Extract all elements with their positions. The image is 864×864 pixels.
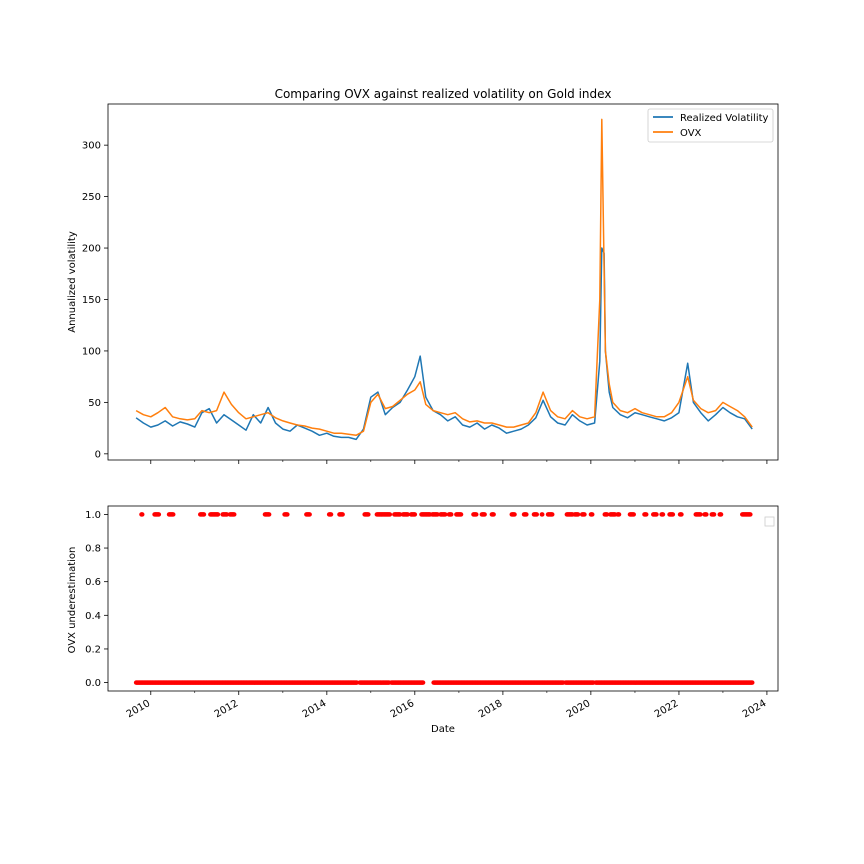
scatter-point: [550, 512, 555, 517]
scatter-point: [604, 512, 610, 517]
scatter-point: [171, 512, 176, 517]
scatter-point: [140, 512, 145, 517]
scatter-point: [458, 512, 464, 517]
chart-title: Comparing OVX against realized volatilit…: [275, 87, 612, 101]
y-tick-label: 250: [82, 192, 101, 203]
scatter-point: [420, 680, 426, 685]
scatter-point: [718, 512, 724, 517]
top-x-axis-ticks: [150, 460, 768, 464]
bottom-y-axis: 0.0 0.2 0.4 0.6 0.8 1.0: [85, 510, 108, 689]
scatter-point: [654, 512, 659, 517]
scatter-point: [328, 512, 334, 517]
y-tick-label: 0.8: [85, 544, 101, 555]
scatter-point: [232, 512, 237, 517]
scatter-point: [575, 512, 581, 517]
legend-label-realized-volatility: Realized Volatility: [680, 113, 769, 124]
scatter-point: [267, 512, 272, 517]
y-tick-label: 0.2: [85, 644, 101, 655]
scatter-point: [670, 512, 676, 517]
empty-legend-box: [764, 516, 775, 527]
scatter-point: [631, 512, 636, 517]
y-tick-label: 200: [82, 244, 101, 255]
legend-box: [647, 108, 774, 143]
scatter-point: [616, 512, 622, 517]
scatter-point: [443, 512, 448, 517]
legend-label-ovx: OVX: [680, 128, 702, 139]
scatter-point: [387, 512, 393, 517]
scatter-point: [582, 512, 587, 517]
scatter-point: [449, 512, 454, 517]
y-tick-label: 300: [82, 141, 101, 152]
top-y-axis: 0 50 100 150 200 250 300: [82, 141, 108, 460]
bottom-y-axis-label: OVX underestimation: [67, 547, 78, 654]
y-tick-label: 0.0: [85, 678, 101, 689]
top-series-lines: [135, 118, 753, 441]
scatter-point: [534, 512, 539, 517]
scatter-point: [644, 512, 649, 517]
scatter-point: [748, 512, 753, 517]
y-tick-label: 50: [88, 398, 101, 409]
scatter-point: [660, 512, 666, 517]
scatter-point: [412, 512, 418, 517]
scatter-point: [156, 512, 162, 517]
y-tick-label: 100: [82, 346, 101, 357]
underestimation-chart: 0.00.20.40.60.81.0 2010 2012 2014 2016 2018 2…: [67, 505, 779, 735]
bottom-scatter-points: [133, 512, 755, 685]
scatter-point: [474, 512, 479, 517]
scatter-point: [482, 512, 487, 517]
y-tick-label: 150: [82, 295, 101, 306]
volatility-chart: Comparing OVX against realized volatilit…: [67, 87, 779, 464]
scatter-point: [285, 512, 290, 517]
scatter-point: [590, 512, 595, 517]
y-tick-label: 1.0: [85, 510, 101, 521]
top-y-axis-label: Annualized volatility: [67, 231, 78, 333]
scatter-point: [512, 512, 517, 517]
y-tick-label: 0: [95, 449, 101, 460]
scatter-point: [704, 512, 709, 517]
y-tick-label: 0.6: [85, 577, 101, 588]
scatter-point: [491, 512, 496, 517]
top-axes-frame: [107, 103, 779, 461]
scatter-point: [405, 512, 410, 517]
scatter-point: [366, 512, 371, 517]
scatter-point: [698, 512, 703, 517]
scatter-point: [540, 512, 545, 517]
scatter-point: [750, 680, 755, 685]
scatter-point: [215, 512, 221, 517]
scatter-point: [679, 512, 684, 517]
bottom-x-axis-label: Date: [431, 724, 455, 735]
scatter-point: [524, 512, 529, 517]
series-line-ovx: [135, 118, 753, 437]
scatter-point: [711, 512, 717, 517]
legend: Realized Volatility OVX: [647, 108, 774, 143]
y-tick-label: 0.4: [85, 611, 101, 622]
scatter-point: [340, 512, 345, 517]
series-line-realized-volatility: [135, 247, 753, 441]
scatter-point: [307, 512, 312, 517]
scatter-point: [201, 512, 207, 517]
bottom-axes-frame: [107, 505, 779, 692]
